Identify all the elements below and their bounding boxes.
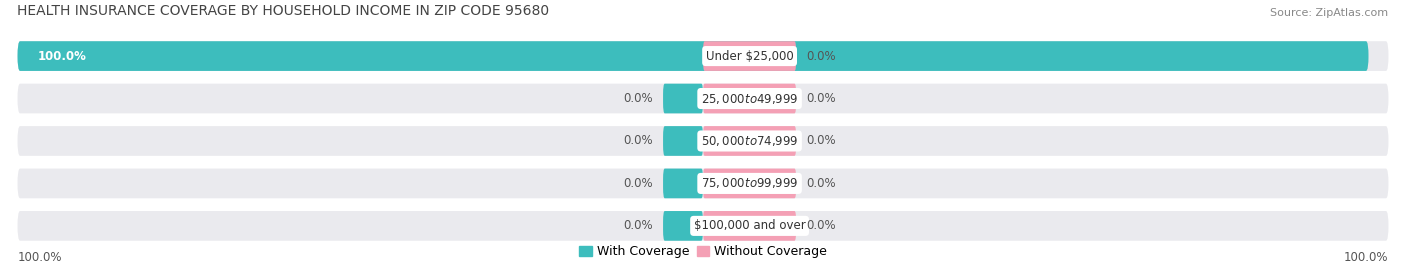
Text: $50,000 to $74,999: $50,000 to $74,999 xyxy=(700,134,799,148)
Text: 0.0%: 0.0% xyxy=(623,220,652,232)
FancyBboxPatch shape xyxy=(17,41,1368,71)
Text: 0.0%: 0.0% xyxy=(623,134,652,147)
FancyBboxPatch shape xyxy=(664,84,703,113)
FancyBboxPatch shape xyxy=(664,211,703,241)
Text: $25,000 to $49,999: $25,000 to $49,999 xyxy=(700,91,799,105)
FancyBboxPatch shape xyxy=(703,169,796,198)
Text: HEALTH INSURANCE COVERAGE BY HOUSEHOLD INCOME IN ZIP CODE 95680: HEALTH INSURANCE COVERAGE BY HOUSEHOLD I… xyxy=(17,4,550,18)
Text: 0.0%: 0.0% xyxy=(623,92,652,105)
Text: 0.0%: 0.0% xyxy=(806,177,835,190)
FancyBboxPatch shape xyxy=(17,84,1389,113)
FancyBboxPatch shape xyxy=(17,126,1389,156)
Text: 0.0%: 0.0% xyxy=(806,92,835,105)
FancyBboxPatch shape xyxy=(17,169,1389,198)
FancyBboxPatch shape xyxy=(17,211,1389,241)
FancyBboxPatch shape xyxy=(664,169,703,198)
Text: 100.0%: 100.0% xyxy=(1344,251,1389,264)
FancyBboxPatch shape xyxy=(664,126,703,156)
Text: 0.0%: 0.0% xyxy=(806,49,835,63)
FancyBboxPatch shape xyxy=(703,126,796,156)
Text: 100.0%: 100.0% xyxy=(38,49,86,63)
FancyBboxPatch shape xyxy=(703,41,796,71)
Text: Source: ZipAtlas.com: Source: ZipAtlas.com xyxy=(1271,8,1389,18)
Text: Under $25,000: Under $25,000 xyxy=(706,49,793,63)
FancyBboxPatch shape xyxy=(703,84,796,113)
Text: $75,000 to $99,999: $75,000 to $99,999 xyxy=(700,176,799,190)
Text: 100.0%: 100.0% xyxy=(17,251,62,264)
Text: 0.0%: 0.0% xyxy=(806,220,835,232)
FancyBboxPatch shape xyxy=(703,211,796,241)
FancyBboxPatch shape xyxy=(17,41,1389,71)
Text: 0.0%: 0.0% xyxy=(623,177,652,190)
Text: 0.0%: 0.0% xyxy=(806,134,835,147)
Text: $100,000 and over: $100,000 and over xyxy=(693,220,806,232)
Legend: With Coverage, Without Coverage: With Coverage, Without Coverage xyxy=(579,245,827,258)
